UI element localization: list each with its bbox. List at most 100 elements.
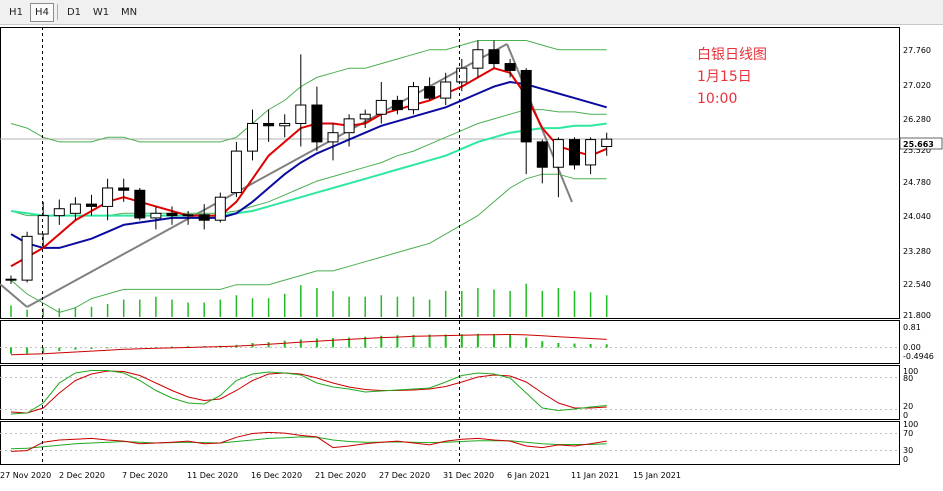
candle-body-up xyxy=(601,138,613,148)
stoch-tick: 20 xyxy=(903,402,913,411)
price-tick: 24.780 xyxy=(903,178,931,187)
candle xyxy=(166,206,178,225)
candle-body-up xyxy=(408,86,419,111)
candle-body-down xyxy=(488,49,500,65)
candle xyxy=(263,109,275,142)
candle-body-up xyxy=(552,139,564,168)
candle xyxy=(182,211,194,225)
candle xyxy=(536,139,548,184)
macd-axis: 0.81 0.00 -0.4946 xyxy=(903,323,934,361)
candle xyxy=(472,40,484,78)
candle xyxy=(21,231,33,283)
candle xyxy=(198,204,210,230)
macd-tick: 0.81 xyxy=(903,323,921,332)
candle xyxy=(520,68,532,175)
stoch-tick: 0 xyxy=(903,411,908,420)
macd-tick: 0.00 xyxy=(903,343,921,352)
date-tick: 15 Jan 2021 xyxy=(633,471,681,480)
sub-indicators xyxy=(10,333,608,452)
candle-body-down xyxy=(424,86,436,99)
rsi-panel-frame xyxy=(0,421,900,465)
candle-body-up xyxy=(21,235,33,281)
price-tick: 26.280 xyxy=(903,115,931,124)
candle xyxy=(456,58,468,92)
candle xyxy=(279,114,291,138)
candles xyxy=(5,40,613,284)
candle-body-up xyxy=(343,118,355,134)
candle-body-up xyxy=(327,132,339,143)
candle xyxy=(86,194,97,216)
price-tick: 22.540 xyxy=(903,280,931,289)
date-tick: 27 Nov 2020 xyxy=(0,471,51,480)
candle xyxy=(343,114,355,147)
candle-body-down xyxy=(569,139,580,166)
candle-body-up xyxy=(230,150,242,194)
price-tick: 27.760 xyxy=(903,46,931,55)
stoch-tick: 80 xyxy=(903,374,913,383)
date-tick: 31 Dec 2020 xyxy=(443,471,494,480)
candle xyxy=(134,187,146,221)
candle xyxy=(5,275,17,284)
candle-body-up xyxy=(214,196,226,221)
price-axis: 27.760 27.020 26.280 25.520 24.780 24.04… xyxy=(899,46,943,320)
candle-body-up xyxy=(456,67,468,83)
candle-body-up xyxy=(375,99,387,115)
ma-mid-line xyxy=(10,80,607,249)
price-chart[interactable]: 白银日线图 1月15日 10:00 27.760 27.020 26.280 2… xyxy=(0,25,943,491)
macd-panel-frame xyxy=(0,320,900,364)
candle-body-up xyxy=(150,212,162,219)
date-tick: 16 Dec 2020 xyxy=(251,471,302,480)
price-tick: 21.800 xyxy=(903,311,931,320)
timeframe-h1-button[interactable]: H1 xyxy=(9,7,23,18)
date-tick: 21 Dec 2020 xyxy=(315,471,366,480)
candle xyxy=(391,95,403,115)
timeframe-w1-button[interactable]: W1 xyxy=(92,7,110,18)
candle xyxy=(359,109,371,129)
candle-body-up xyxy=(102,187,114,207)
rsi-tick: 30 xyxy=(903,446,913,455)
candle-body-up xyxy=(247,122,258,152)
annotation-title: 白银日线图 xyxy=(697,47,767,63)
candle xyxy=(424,77,436,101)
date-tick: 11 Dec 2020 xyxy=(187,471,238,480)
annotation-date: 1月15日 xyxy=(697,69,752,85)
candle-body-up xyxy=(69,203,81,214)
current-price-box xyxy=(899,137,943,150)
bollinger-upper-line xyxy=(10,40,607,143)
date-tick: 2 Dec 2020 xyxy=(59,471,105,480)
date-tick: 27 Dec 2020 xyxy=(379,471,430,480)
candle xyxy=(327,123,339,161)
candle xyxy=(150,206,162,230)
stochastic-k-line xyxy=(10,370,607,415)
annotation-time: 10:00 xyxy=(697,91,737,107)
price-tick: 23.280 xyxy=(903,247,931,256)
candle xyxy=(102,178,114,221)
candle-body-down xyxy=(198,214,210,221)
candle xyxy=(408,81,419,115)
candle-body-down xyxy=(166,212,178,217)
ma-slow-line xyxy=(10,122,607,217)
candle xyxy=(69,197,81,221)
candle xyxy=(440,72,452,106)
price-tick: 24.040 xyxy=(903,212,931,221)
candle xyxy=(53,199,65,225)
candle-body-up xyxy=(37,215,49,235)
candle-body-down xyxy=(134,189,146,219)
macd-signal-line xyxy=(10,333,607,356)
candle xyxy=(118,178,130,202)
price-tick: 27.020 xyxy=(903,81,931,90)
candle-body-up xyxy=(53,208,65,217)
timeframe-d1-button[interactable]: D1 xyxy=(66,7,82,18)
candle-body-down xyxy=(118,187,130,191)
bollinger-lower-line xyxy=(10,173,607,313)
timeframe-mn-button[interactable]: MN xyxy=(120,7,138,18)
candle-body-down xyxy=(86,203,97,207)
candle xyxy=(552,137,564,198)
candle-body-up xyxy=(585,139,597,166)
candle-body-up xyxy=(295,104,307,124)
timeframe-h4-button[interactable]: H4 xyxy=(30,3,54,22)
candle-body-up xyxy=(182,214,194,217)
rsi-tick: 70 xyxy=(903,429,913,438)
candle xyxy=(601,132,613,156)
candle xyxy=(375,81,387,124)
